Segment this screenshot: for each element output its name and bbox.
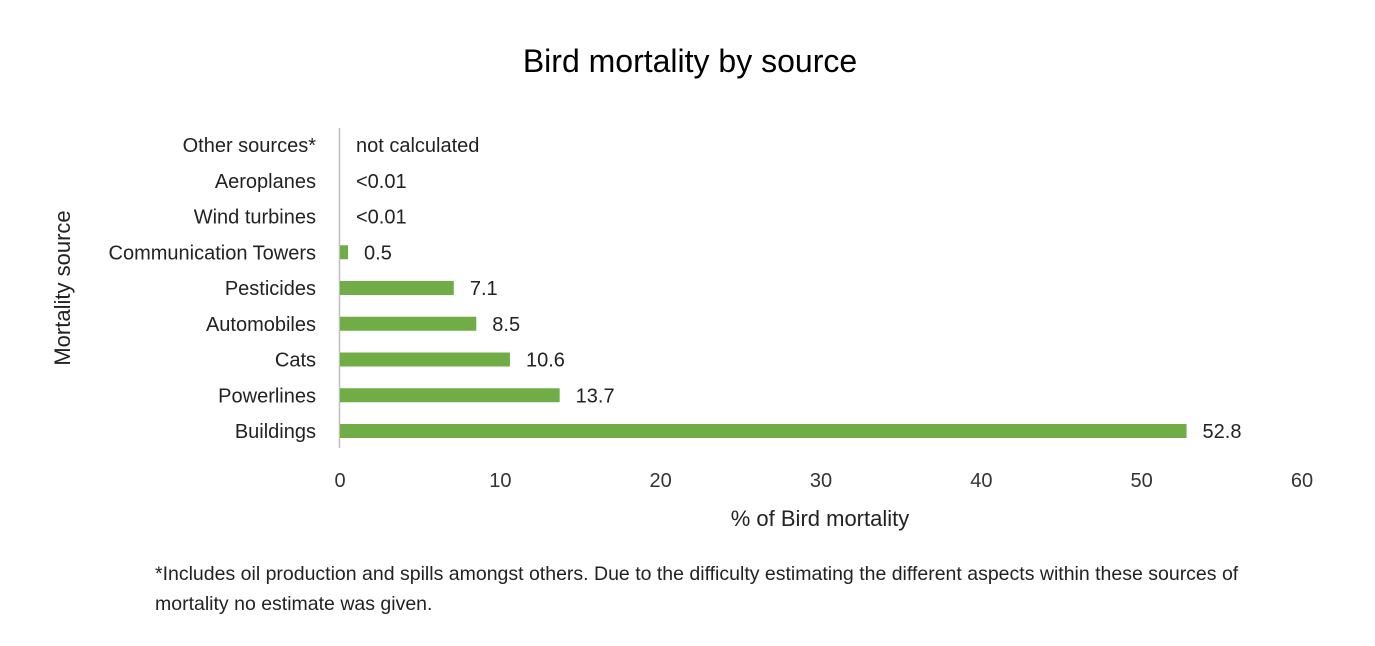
category-labels: Other sources* Aeroplanes Wind turbines Com… (109, 135, 317, 443)
value-label-aeroplanes: <0.01 (356, 171, 407, 193)
value-label-other-sources: not calculated (356, 135, 479, 157)
bar-communication-towers (340, 245, 349, 260)
value-label-pesticides: 7.1 (470, 278, 498, 300)
category-label-buildings: Buildings (235, 421, 316, 443)
x-tick-40: 40 (970, 470, 992, 492)
bar-automobiles (340, 316, 477, 331)
value-label-cats: 10.6 (526, 350, 565, 372)
value-label-communication-towers: 0.5 (364, 242, 392, 264)
x-axis-title: % of Bird mortality (731, 506, 910, 531)
x-tick-labels: 0 10 20 30 40 50 60 (334, 470, 1313, 492)
x-tick-20: 20 (650, 470, 672, 492)
y-axis-title: Mortality source (50, 210, 75, 365)
value-label-automobiles: 8.5 (492, 314, 520, 336)
value-labels: not calculated <0.01 <0.01 0.5 7.1 8.5 10.6 13.… (356, 135, 1241, 443)
x-tick-60: 60 (1291, 470, 1313, 492)
bar-pesticides (340, 281, 454, 295)
category-label-communication-towers: Communication Towers (109, 242, 317, 264)
x-tick-50: 50 (1131, 470, 1153, 492)
value-label-buildings: 52.8 (1203, 421, 1242, 443)
footnote: *Includes oil production and spills amon… (155, 563, 1239, 615)
value-label-powerlines: 13.7 (576, 385, 615, 407)
bar-powerlines (340, 388, 560, 403)
category-label-aeroplanes: Aeroplanes (215, 171, 316, 193)
category-label-wind-turbines: Wind turbines (194, 207, 316, 229)
bar-buildings (340, 424, 1187, 438)
bars-group (340, 245, 1187, 438)
chart-title: Bird mortality by source (523, 43, 857, 79)
bar-cats (340, 352, 510, 367)
x-tick-30: 30 (810, 470, 832, 492)
category-label-pesticides: Pesticides (225, 278, 316, 300)
category-label-powerlines: Powerlines (218, 385, 316, 407)
x-tick-0: 0 (334, 470, 345, 492)
category-label-automobiles: Automobiles (206, 314, 316, 336)
x-tick-10: 10 (489, 470, 511, 492)
value-label-wind-turbines: <0.01 (356, 207, 407, 229)
category-label-cats: Cats (275, 350, 316, 372)
category-label-other-sources: Other sources* (183, 135, 317, 157)
